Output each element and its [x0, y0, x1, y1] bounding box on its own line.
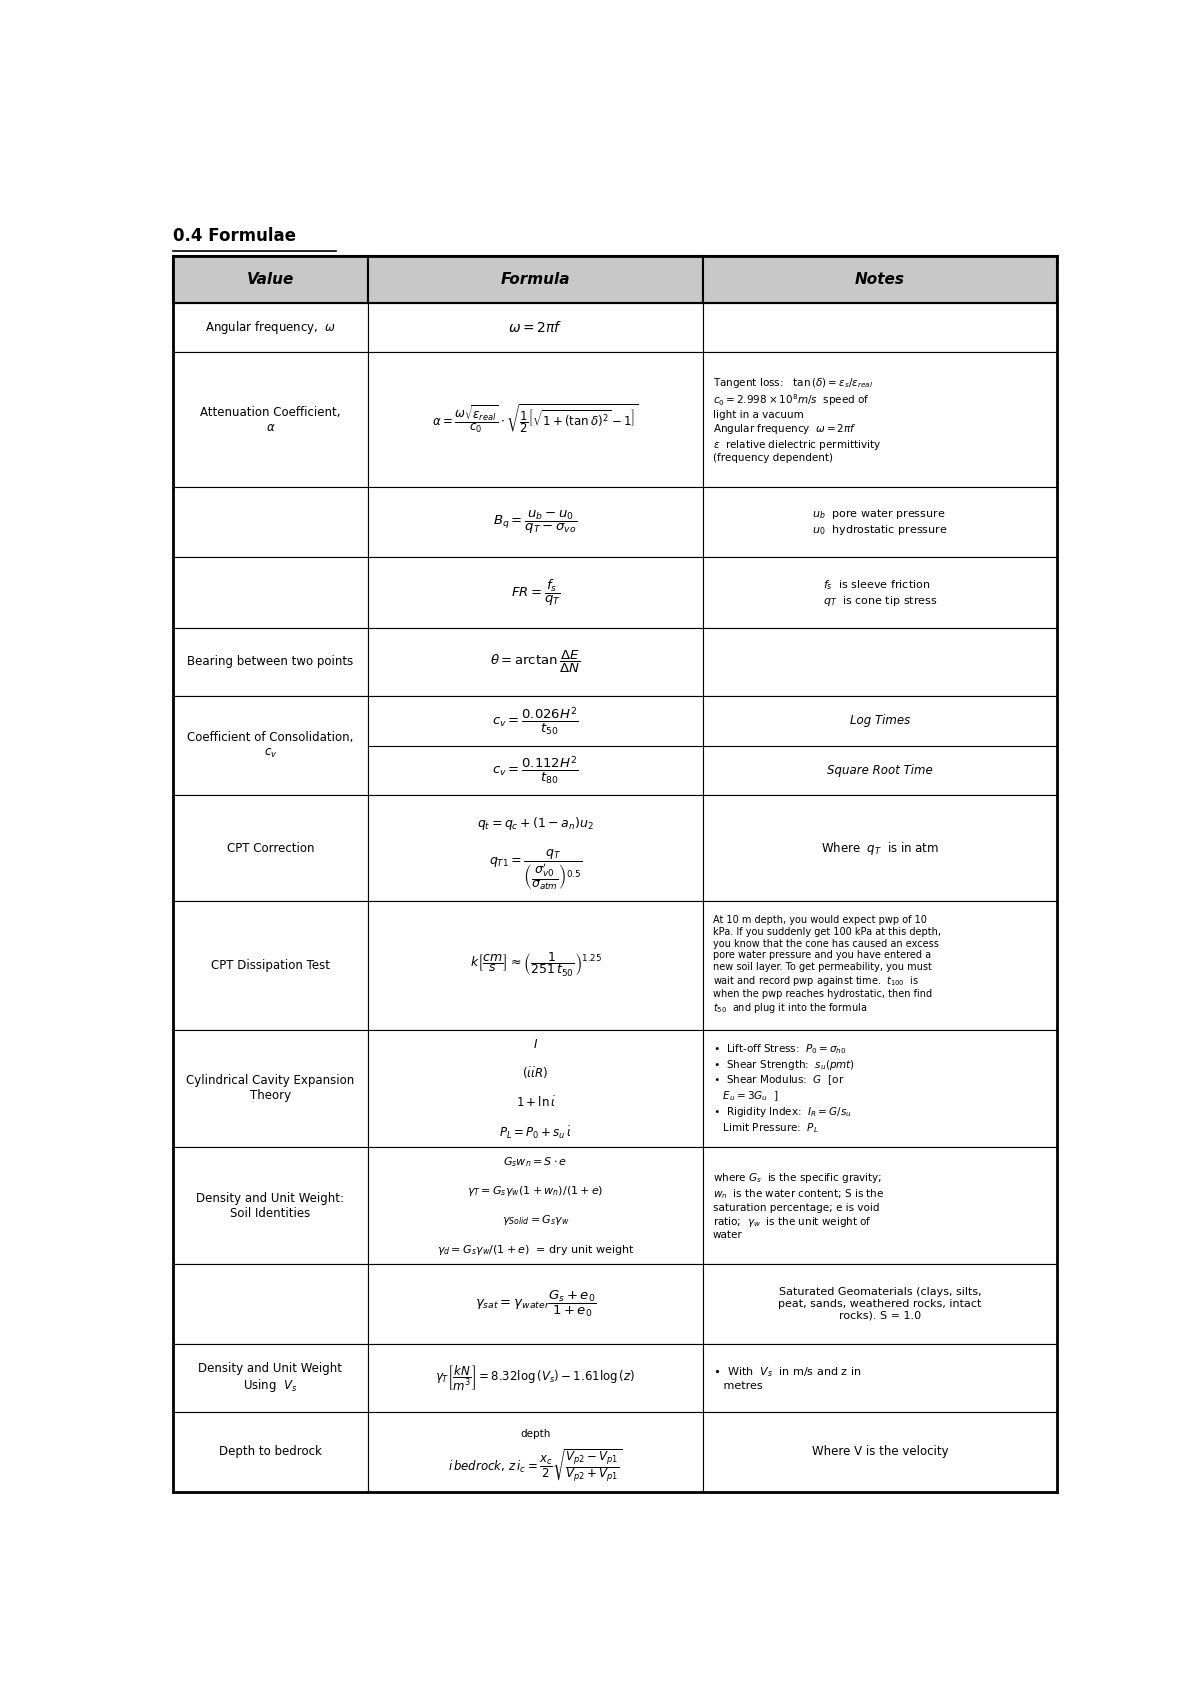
Bar — [703, 256, 1057, 304]
Text: $\gamma_d =G_s\gamma_w/\left(1+e\right)$  = dry unit weight: $\gamma_d =G_s\gamma_w/\left(1+e\right)$… — [437, 1243, 635, 1257]
Text: Log Times: Log Times — [850, 715, 910, 727]
Bar — [703, 487, 1057, 557]
Text: $\gamma_T\left[\dfrac{kN}{m^3}\right] =8.32\log\left(V_s\right)-1.61\log\left(z\: $\gamma_T\left[\dfrac{kN}{m^3}\right] =8… — [436, 1363, 636, 1392]
Text: $i\,bedrock,\,z\,i_c =\dfrac{x_c}{2}\sqrt{\dfrac{V_{p2}-V_{p1}}{V_{p2}+V_{p1}}}$: $i\,bedrock,\,z\,i_c =\dfrac{x_c}{2}\sqr… — [449, 1448, 623, 1484]
Bar — [703, 1148, 1057, 1265]
Bar — [367, 1265, 703, 1343]
Bar — [173, 1148, 367, 1265]
Text: $FR =\dfrac{f_s}{q_T}$: $FR =\dfrac{f_s}{q_T}$ — [511, 577, 560, 608]
Text: $B_q =\dfrac{u_b -u_0}{q_T -\sigma_{vo}}$: $B_q =\dfrac{u_b -u_0}{q_T -\sigma_{vo}}… — [493, 509, 577, 537]
Bar — [703, 353, 1057, 487]
Bar — [703, 696, 1057, 795]
Text: Bearing between two points: Bearing between two points — [187, 655, 354, 669]
Text: $c_v =\dfrac{0.026 H^2}{t_{50}}$: $c_v =\dfrac{0.026 H^2}{t_{50}}$ — [492, 705, 578, 737]
Bar — [173, 557, 367, 628]
Bar — [173, 1343, 367, 1413]
Bar — [367, 902, 703, 1029]
Text: $k\left[\dfrac{cm}{s}\right]\approx\left(\dfrac{1}{251\,t_{50}}\right)^{1.25}$: $k\left[\dfrac{cm}{s}\right]\approx\left… — [469, 951, 601, 980]
Text: $u_b$  pore water pressure
$u_0$  hydrostatic pressure: $u_b$ pore water pressure $u_0$ hydrosta… — [812, 508, 948, 537]
Bar — [173, 696, 367, 795]
Bar — [173, 902, 367, 1029]
Text: $P_L =P_0 +s_u\,\dot{\iota}$: $P_L =P_0 +s_u\,\dot{\iota}$ — [499, 1124, 571, 1141]
Text: $\gamma_{sat} =\gamma_{water}\dfrac{G_s +e_0}{1+e_0}$: $\gamma_{sat} =\gamma_{water}\dfrac{G_s … — [475, 1289, 596, 1319]
Text: Density and Unit Weight:
Soil Identities: Density and Unit Weight: Soil Identities — [197, 1192, 344, 1219]
Text: Notes: Notes — [856, 272, 905, 287]
Text: $q_t =q_c +\left(1-a_n\right)u_2$: $q_t =q_c +\left(1-a_n\right)u_2$ — [478, 815, 594, 832]
Bar — [173, 1413, 367, 1491]
Text: Depth to bedrock: Depth to bedrock — [218, 1445, 322, 1459]
Text: $\bullet$  Lift-off Stress:  $P_0 =\sigma_{h0}$
$\bullet$  Shear Strength:  $s_u: $\bullet$ Lift-off Stress: $P_0 =\sigma_… — [713, 1043, 854, 1134]
Bar — [367, 256, 703, 304]
Bar — [367, 628, 703, 696]
Text: $\gamma_T =G_s\gamma_w\left(1+w_n\right)/\left(1+e\right)$: $\gamma_T =G_s\gamma_w\left(1+w_n\right)… — [467, 1184, 604, 1199]
Text: At 10 m depth, you would expect pwp of 10
kPa. If you suddenly get 100 kPa at th: At 10 m depth, you would expect pwp of 1… — [713, 915, 941, 1015]
Text: $\theta =\arctan\dfrac{\Delta E}{\Delta N}$: $\theta =\arctan\dfrac{\Delta E}{\Delta … — [491, 649, 581, 674]
Text: $\gamma_{Solid} =G_s\gamma_w$: $\gamma_{Solid} =G_s\gamma_w$ — [502, 1214, 569, 1228]
Bar — [367, 1148, 703, 1265]
Text: $\omega =2\pi f$: $\omega =2\pi f$ — [509, 321, 563, 335]
Bar — [367, 304, 703, 353]
Bar — [703, 902, 1057, 1029]
Text: CPT Dissipation Test: CPT Dissipation Test — [211, 959, 330, 971]
Bar — [703, 304, 1057, 353]
Text: $c_v =\dfrac{0.112 H^2}{t_{80}}$: $c_v =\dfrac{0.112 H^2}{t_{80}}$ — [492, 754, 578, 786]
Text: Density and Unit Weight
Using  $V_s$: Density and Unit Weight Using $V_s$ — [198, 1362, 342, 1394]
Text: Attenuation Coefficient,
$\alpha$: Attenuation Coefficient, $\alpha$ — [200, 406, 341, 433]
Text: $G_s w_n =S\cdot e$: $G_s w_n =S\cdot e$ — [503, 1155, 568, 1168]
Text: depth: depth — [521, 1430, 551, 1440]
Text: Coefficient of Consolidation,
$c_v$: Coefficient of Consolidation, $c_v$ — [187, 732, 354, 761]
Bar — [173, 256, 367, 304]
Text: Tangent loss:   $\tan\left(\delta\right)=\varepsilon_s/\varepsilon_{real}$
$c_0 : Tangent loss: $\tan\left(\delta\right)=\… — [713, 375, 881, 464]
Bar — [703, 628, 1057, 696]
Bar — [173, 1265, 367, 1343]
Bar — [367, 353, 703, 487]
Bar — [367, 1029, 703, 1148]
Text: $(\dot{\iota}\dot{\iota}R)$: $(\dot{\iota}\dot{\iota}R)$ — [522, 1066, 548, 1082]
Text: Formula: Formula — [500, 272, 570, 287]
Text: Value: Value — [247, 272, 294, 287]
Bar — [367, 487, 703, 557]
Bar — [173, 795, 367, 902]
Bar — [173, 487, 367, 557]
Text: $f_s$  is sleeve friction
$q_T$  is cone tip stress: $f_s$ is sleeve friction $q_T$ is cone t… — [823, 577, 937, 608]
Bar — [367, 696, 703, 795]
Text: $\bullet$  With  $V_s$  in m/s and z in
   metres: $\bullet$ With $V_s$ in m/s and z in met… — [713, 1365, 860, 1391]
Bar — [703, 557, 1057, 628]
Bar — [173, 628, 367, 696]
Bar — [703, 1265, 1057, 1343]
Text: where $G_s$  is the specific gravity;
$w_n$  is the water content; S is the
satu: where $G_s$ is the specific gravity; $w_… — [713, 1172, 884, 1240]
Text: Where V is the velocity: Where V is the velocity — [811, 1445, 948, 1459]
Text: Cylindrical Cavity Expansion
Theory: Cylindrical Cavity Expansion Theory — [186, 1075, 354, 1102]
Bar — [703, 795, 1057, 902]
Text: Square Root Time: Square Root Time — [827, 764, 932, 778]
Text: Saturated Geomaterials (clays, silts,
peat, sands, weathered rocks, intact
rocks: Saturated Geomaterials (clays, silts, pe… — [779, 1287, 982, 1321]
Bar — [173, 1029, 367, 1148]
Bar — [367, 1413, 703, 1491]
Bar — [703, 1413, 1057, 1491]
Bar — [703, 1029, 1057, 1148]
Text: $\alpha =\dfrac{\omega\sqrt{\varepsilon_{real}}}{c_0} \cdot \sqrt{\dfrac{1}{2}\l: $\alpha =\dfrac{\omega\sqrt{\varepsilon_… — [432, 402, 638, 436]
Text: Where  $q_T$  is in atm: Where $q_T$ is in atm — [821, 839, 940, 856]
Bar — [703, 1343, 1057, 1413]
Bar — [173, 304, 367, 353]
Text: 0.4 Formulae: 0.4 Formulae — [173, 228, 296, 245]
Bar — [367, 557, 703, 628]
Bar — [367, 1343, 703, 1413]
Text: $I$: $I$ — [533, 1037, 538, 1051]
Text: $q_{T1} =\dfrac{q_T}{\left(\dfrac{\sigma^{\prime}_{v0}}{\sigma_{atm}}\right)^{0.: $q_{T1} =\dfrac{q_T}{\left(\dfrac{\sigma… — [488, 847, 582, 891]
Bar — [367, 795, 703, 902]
Text: CPT Correction: CPT Correction — [227, 842, 314, 854]
Text: $1+\ln\dot{\iota}$: $1+\ln\dot{\iota}$ — [516, 1095, 556, 1110]
Text: Angular frequency,  $\omega$: Angular frequency, $\omega$ — [205, 319, 336, 336]
Bar — [173, 353, 367, 487]
